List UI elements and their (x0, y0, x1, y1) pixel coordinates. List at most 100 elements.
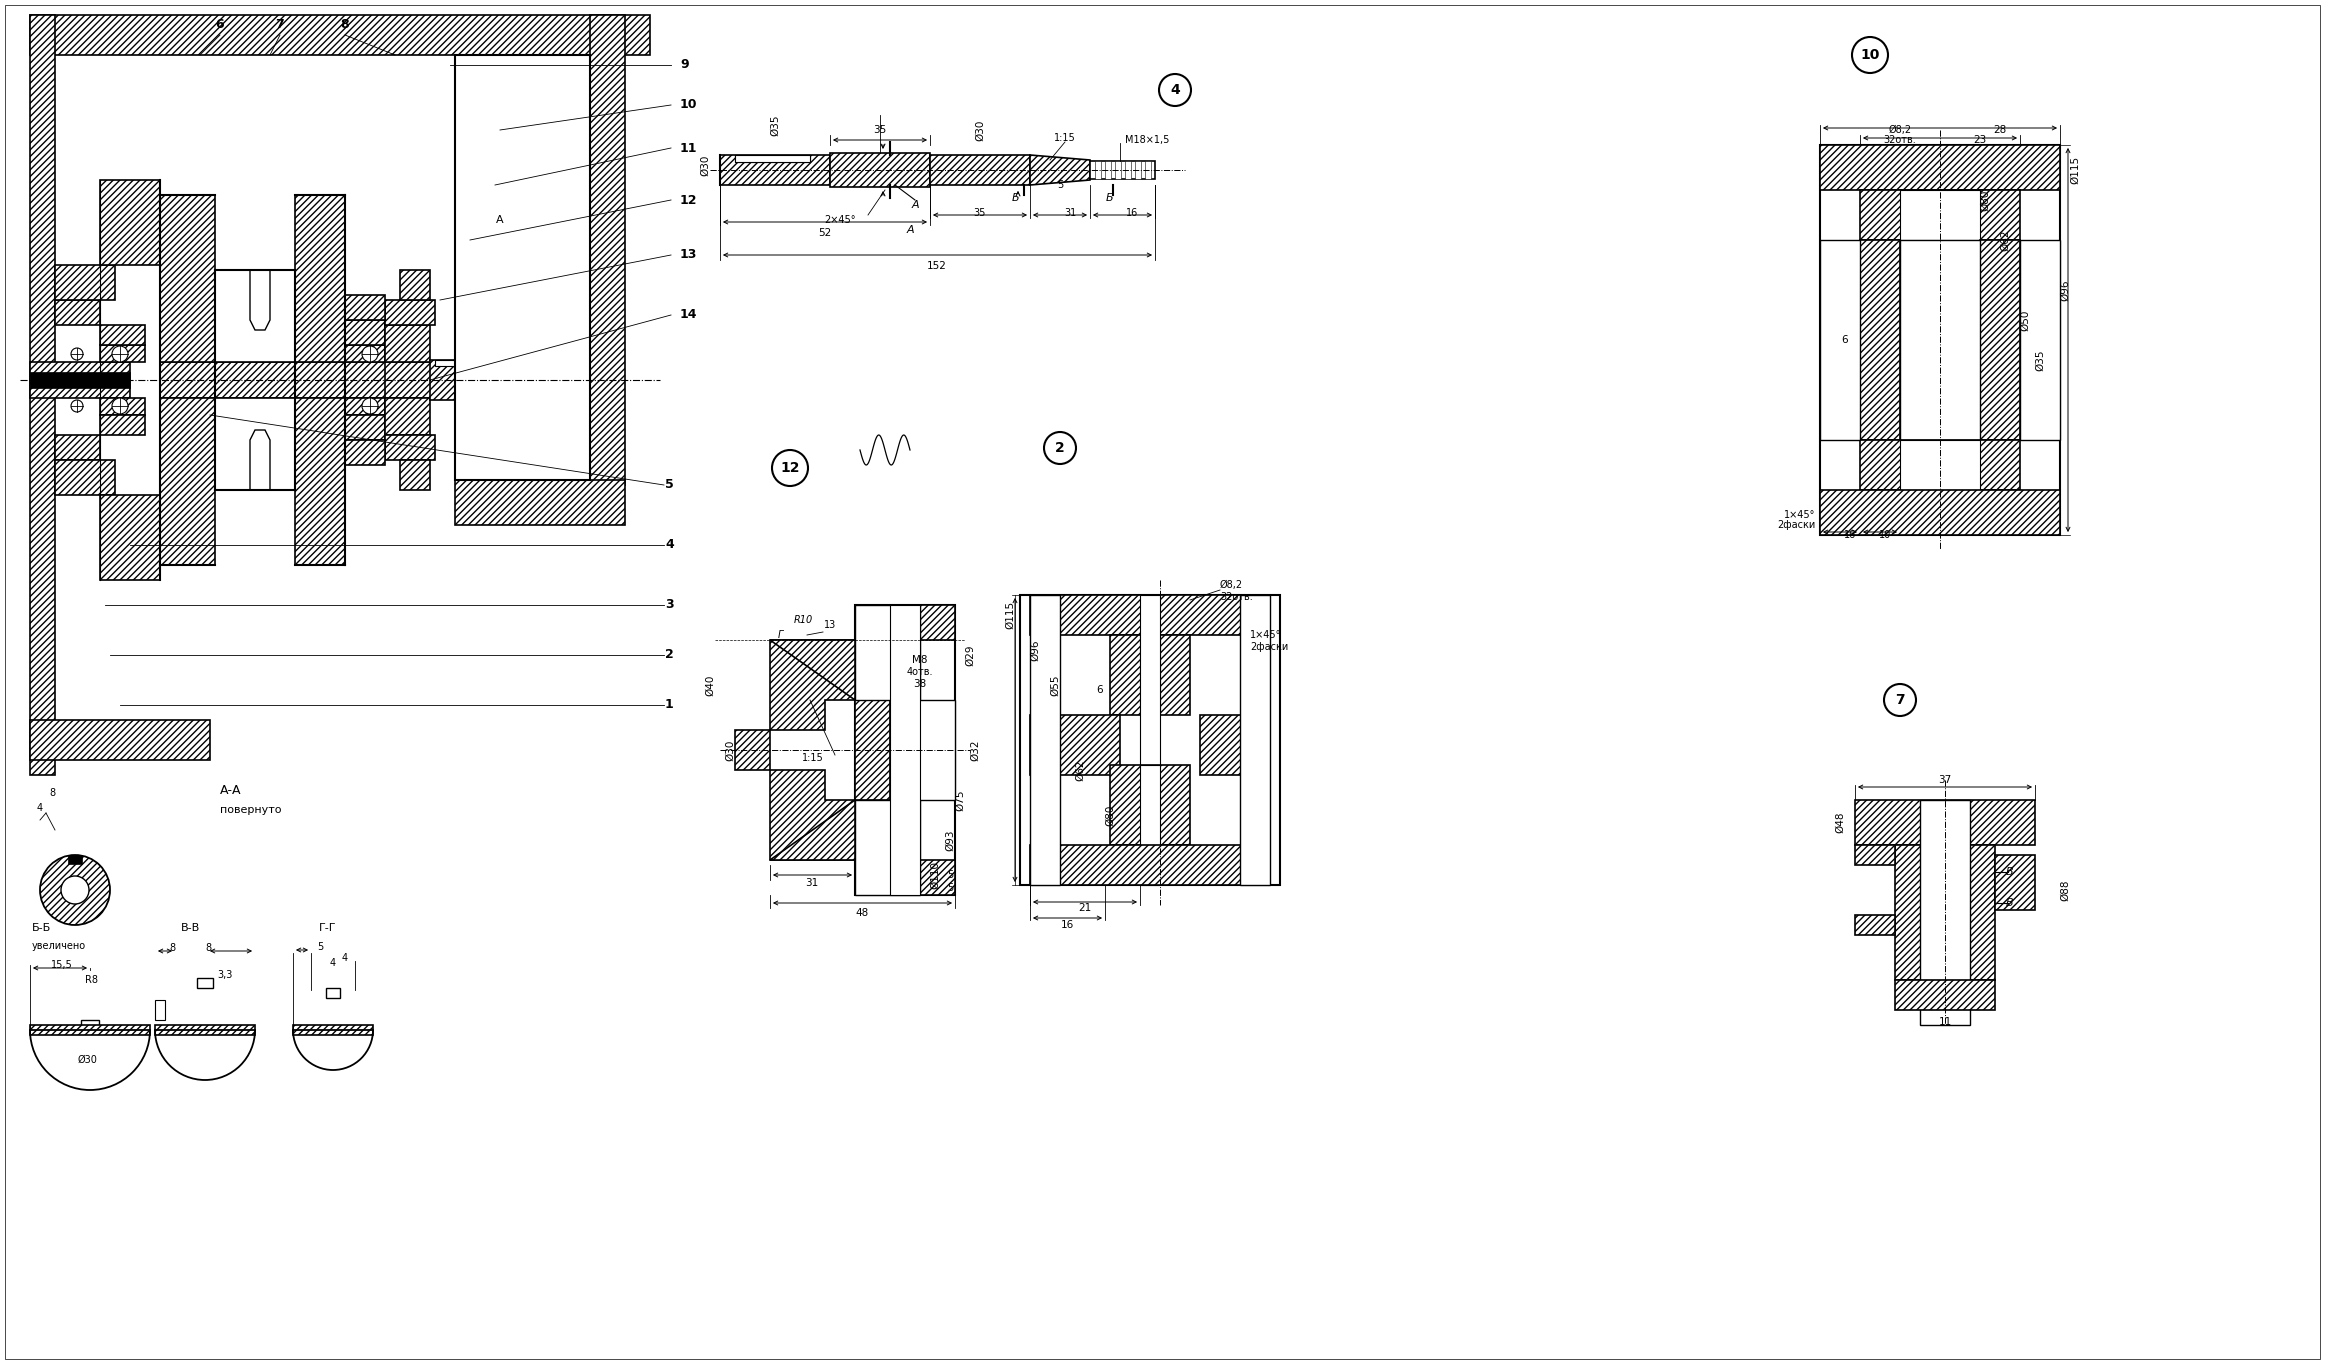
Bar (1981, 240, 2020, 441)
Circle shape (112, 346, 128, 361)
Text: Б: Б (1011, 192, 1018, 203)
Bar (100, 325, 144, 345)
Bar (344, 361, 391, 398)
Bar (100, 495, 160, 580)
Text: Ø50: Ø50 (2020, 310, 2030, 330)
Circle shape (1853, 37, 1888, 74)
Bar (344, 398, 386, 415)
Bar (721, 155, 830, 186)
Text: Г: Г (777, 630, 784, 640)
Text: 13: 13 (823, 621, 837, 630)
Text: A: A (911, 201, 918, 210)
Bar (1030, 846, 1269, 885)
Bar (456, 480, 625, 525)
Text: Ø115: Ø115 (1004, 602, 1016, 629)
Text: 7: 7 (277, 19, 284, 31)
Text: 6: 6 (1841, 336, 1848, 345)
Text: A: A (907, 225, 914, 235)
Circle shape (1883, 683, 1916, 716)
Text: Ø75: Ø75 (956, 790, 965, 810)
Text: Ø30: Ø30 (974, 119, 986, 140)
Bar (56, 435, 100, 460)
Text: А: А (495, 216, 505, 225)
Text: Ø115: Ø115 (2069, 155, 2081, 184)
Bar (344, 415, 386, 441)
Bar (1855, 846, 1895, 865)
Bar (456, 55, 591, 135)
Text: 2: 2 (665, 648, 674, 662)
Text: Ø62: Ø62 (1074, 760, 1086, 780)
Text: Ø48: Ø48 (1834, 812, 1846, 833)
Text: 48: 48 (856, 908, 870, 918)
Text: M8: M8 (911, 655, 928, 666)
Text: Б: Б (1107, 192, 1114, 203)
Bar (1860, 240, 1900, 441)
Text: 23: 23 (1974, 135, 1986, 145)
Bar (856, 606, 956, 640)
Text: Ø62: Ø62 (2000, 229, 2011, 251)
Text: Ø8,2: Ø8,2 (1888, 125, 1911, 135)
Circle shape (772, 450, 809, 486)
Bar (1820, 145, 2060, 535)
Text: B: B (2006, 868, 2013, 877)
Bar (156, 1000, 165, 1020)
Bar (1820, 145, 2060, 190)
Text: 31: 31 (1065, 207, 1076, 218)
Text: Ø55: Ø55 (1051, 674, 1060, 696)
Text: 35: 35 (874, 125, 886, 135)
Polygon shape (293, 1024, 372, 1035)
Bar (56, 265, 114, 300)
Text: 13: 13 (679, 248, 698, 262)
Text: 31: 31 (804, 878, 818, 888)
Text: 10: 10 (1860, 48, 1879, 61)
Polygon shape (770, 771, 856, 859)
Bar (830, 153, 930, 187)
Bar (856, 606, 921, 700)
Bar (1820, 240, 1860, 441)
Text: 5: 5 (946, 883, 953, 893)
Text: 5: 5 (316, 943, 323, 952)
Text: 8: 8 (205, 943, 212, 953)
Bar (160, 195, 214, 361)
Bar (386, 325, 430, 361)
Bar (500, 135, 516, 165)
Bar (456, 55, 591, 480)
Bar (295, 195, 344, 361)
Text: Ø80: Ø80 (1981, 190, 1990, 210)
Text: Ø110: Ø110 (930, 861, 939, 889)
Bar (100, 415, 144, 435)
Bar (856, 700, 890, 801)
Text: Ø80: Ø80 (1104, 805, 1116, 825)
Text: B: B (2006, 898, 2013, 908)
Text: 32отв.: 32отв. (1221, 592, 1253, 602)
Text: Ø88: Ø88 (2060, 880, 2069, 900)
Text: Ø35: Ø35 (2034, 349, 2046, 371)
Bar (735, 730, 770, 771)
Circle shape (1044, 432, 1076, 464)
Bar (1139, 636, 1160, 715)
Text: Ø96: Ø96 (1030, 640, 1039, 660)
Text: повернуто: повернуто (221, 805, 281, 816)
Bar (100, 180, 160, 265)
Bar (295, 398, 344, 565)
Polygon shape (1116, 161, 1121, 179)
Polygon shape (156, 1024, 256, 1035)
Bar (1895, 846, 1995, 979)
Polygon shape (251, 430, 270, 490)
Text: 16: 16 (1844, 531, 1855, 540)
Bar (591, 15, 625, 486)
Polygon shape (1135, 161, 1142, 179)
Text: R8: R8 (86, 975, 98, 985)
Bar (1109, 636, 1190, 715)
Text: 16: 16 (1125, 207, 1139, 218)
Text: А-А: А-А (221, 783, 242, 797)
Text: В-В: В-В (181, 923, 200, 933)
Polygon shape (770, 640, 856, 700)
Text: 1:15: 1:15 (802, 753, 823, 762)
Polygon shape (1095, 161, 1102, 179)
Circle shape (1158, 74, 1190, 106)
Text: Б-Б: Б-Б (33, 923, 51, 933)
Text: 4: 4 (1169, 83, 1179, 97)
Bar (214, 398, 295, 490)
Bar (344, 321, 386, 345)
